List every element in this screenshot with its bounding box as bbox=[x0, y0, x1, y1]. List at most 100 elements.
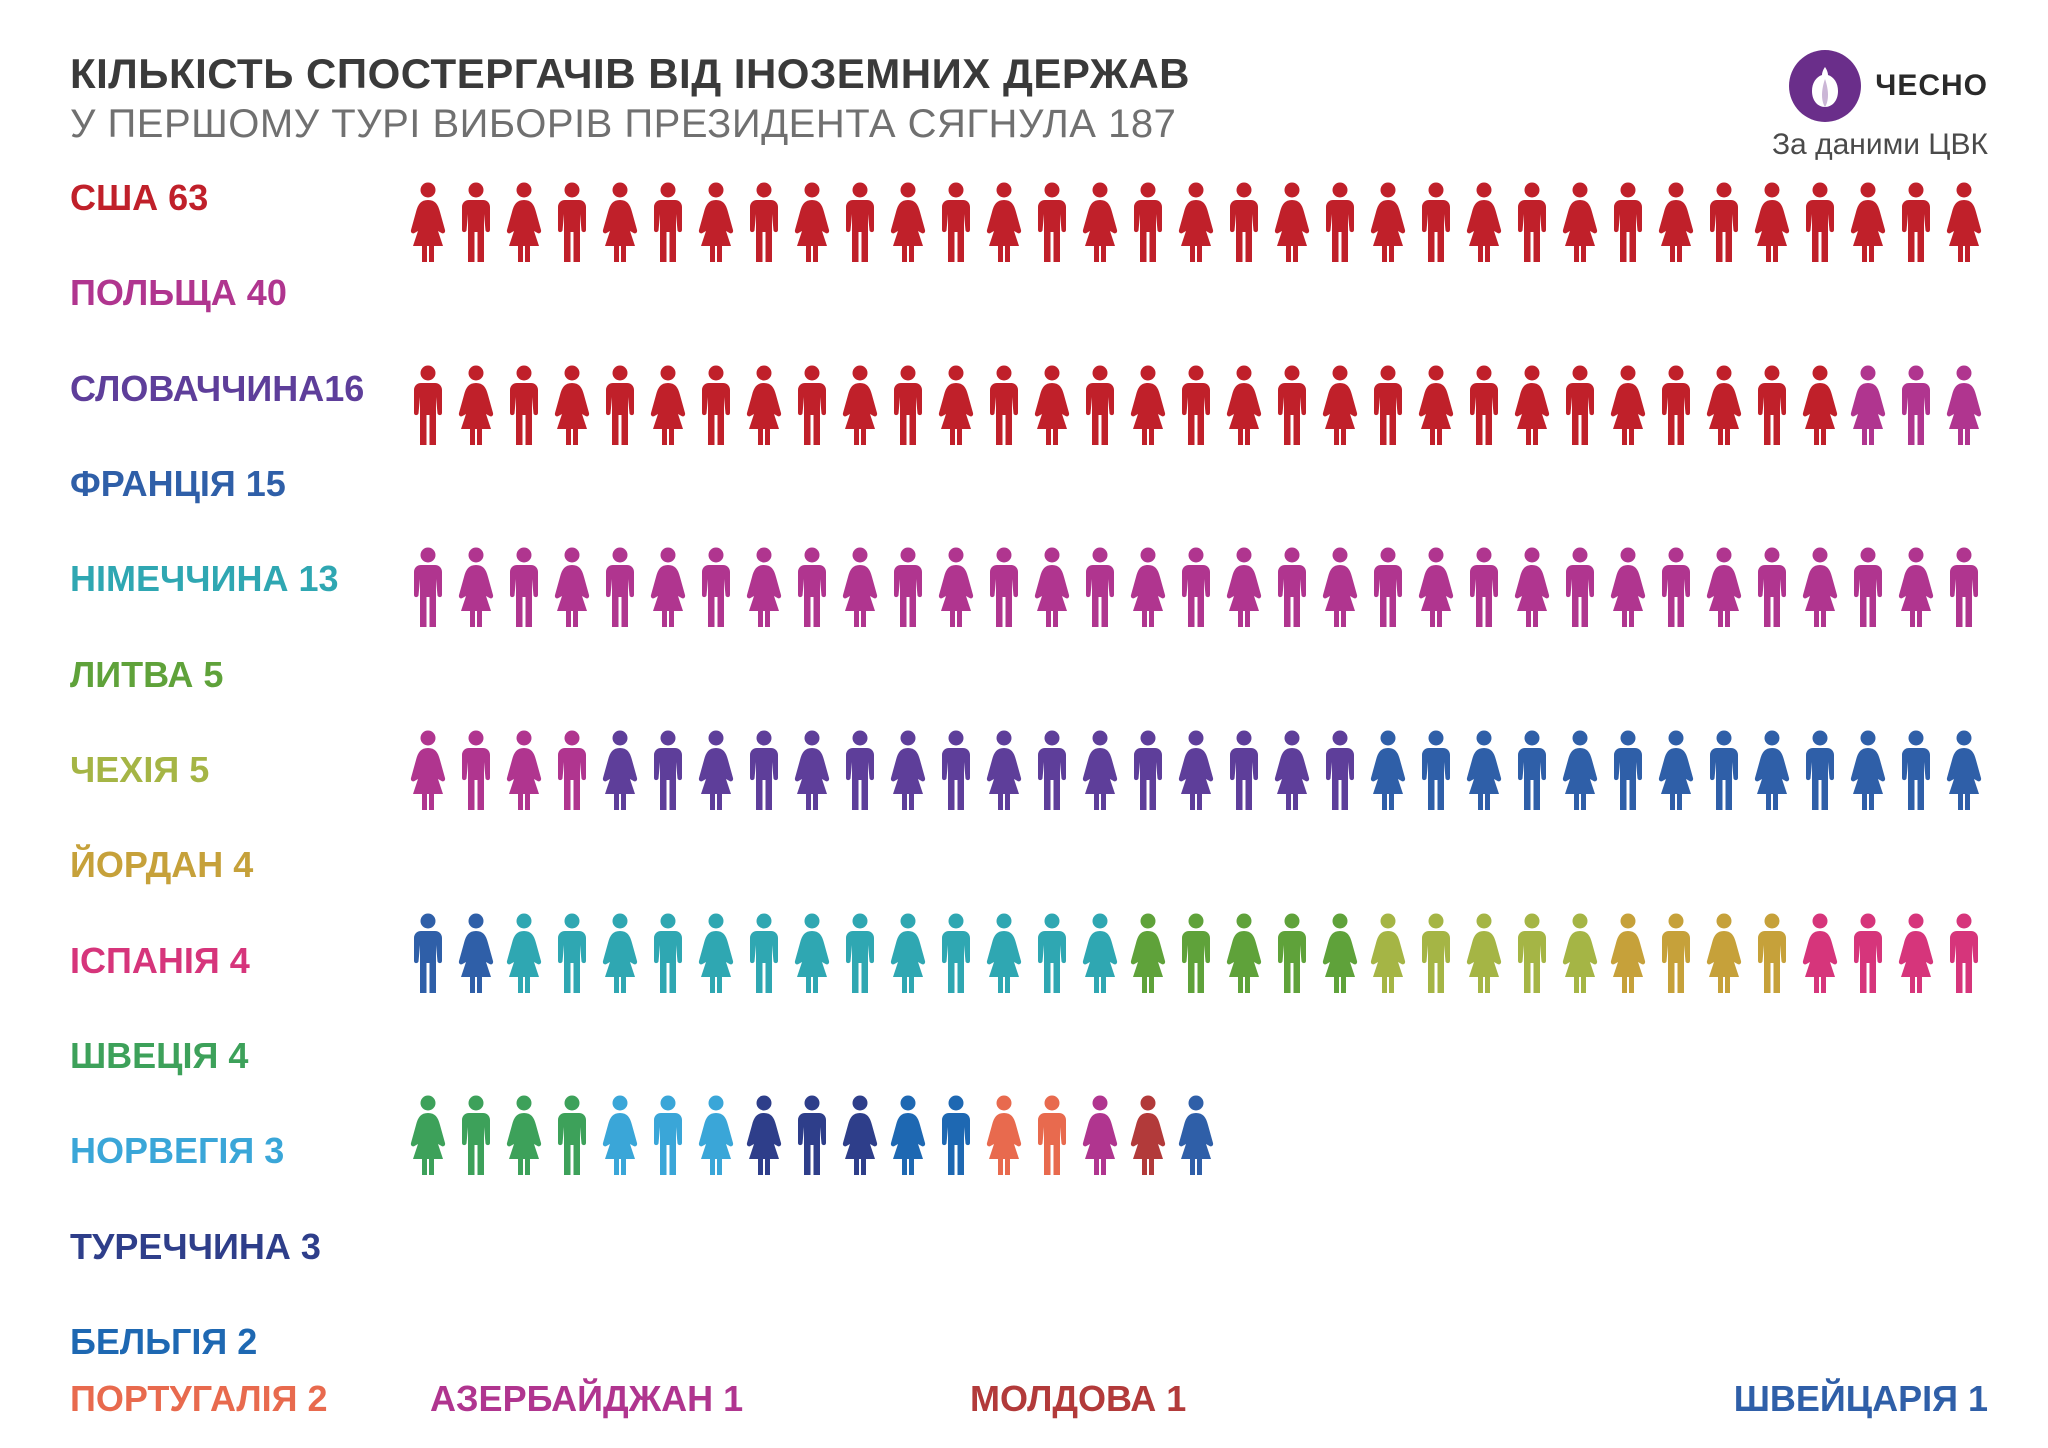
person-icon bbox=[596, 911, 644, 995]
person-icon bbox=[452, 728, 500, 812]
person-icon bbox=[1604, 545, 1652, 629]
person-icon bbox=[692, 1093, 740, 1177]
person-icon bbox=[1508, 728, 1556, 812]
person-icon bbox=[1172, 363, 1220, 447]
person-icon bbox=[1508, 545, 1556, 629]
country-label: ШВЕЦІЯ 4 bbox=[70, 1038, 364, 1074]
person-icon bbox=[1796, 363, 1844, 447]
person-icon bbox=[692, 363, 740, 447]
person-icon bbox=[500, 728, 548, 812]
garlic-logo-icon bbox=[1789, 50, 1861, 122]
person-icon bbox=[1460, 728, 1508, 812]
country-label: ФРАНЦІЯ 15 bbox=[70, 466, 364, 502]
person-icon bbox=[1268, 911, 1316, 995]
pictogram-column bbox=[404, 180, 1988, 1360]
person-icon bbox=[740, 545, 788, 629]
person-icon bbox=[404, 1093, 452, 1177]
person-icon bbox=[836, 728, 884, 812]
person-icon bbox=[1460, 363, 1508, 447]
person-icon bbox=[980, 911, 1028, 995]
person-icon bbox=[740, 728, 788, 812]
person-icon bbox=[980, 363, 1028, 447]
person-icon bbox=[692, 911, 740, 995]
person-icon bbox=[1652, 363, 1700, 447]
person-icon bbox=[1268, 545, 1316, 629]
person-icon bbox=[1124, 728, 1172, 812]
person-icon bbox=[548, 1093, 596, 1177]
pictogram-row bbox=[404, 180, 1988, 264]
pictogram-row bbox=[404, 728, 1988, 812]
person-icon bbox=[1652, 545, 1700, 629]
person-icon bbox=[1124, 911, 1172, 995]
person-icon bbox=[1076, 545, 1124, 629]
person-icon bbox=[1172, 911, 1220, 995]
person-icon bbox=[1220, 363, 1268, 447]
person-icon bbox=[692, 728, 740, 812]
person-icon bbox=[404, 363, 452, 447]
bottom-country-label: АЗЕРБАЙДЖАН 1 bbox=[430, 1378, 970, 1420]
person-icon bbox=[1172, 1093, 1220, 1177]
person-icon bbox=[1892, 545, 1940, 629]
person-icon bbox=[1268, 728, 1316, 812]
person-icon bbox=[788, 911, 836, 995]
person-icon bbox=[1844, 363, 1892, 447]
person-icon bbox=[836, 911, 884, 995]
person-icon bbox=[1796, 180, 1844, 264]
person-icon bbox=[1172, 728, 1220, 812]
person-icon bbox=[788, 180, 836, 264]
person-icon bbox=[1892, 180, 1940, 264]
person-icon bbox=[1172, 180, 1220, 264]
person-icon bbox=[1076, 728, 1124, 812]
person-icon bbox=[452, 1093, 500, 1177]
person-icon bbox=[692, 545, 740, 629]
person-icon bbox=[1796, 911, 1844, 995]
person-icon bbox=[1028, 911, 1076, 995]
person-icon bbox=[788, 1093, 836, 1177]
person-icon bbox=[1892, 363, 1940, 447]
person-icon bbox=[836, 363, 884, 447]
person-icon bbox=[1844, 180, 1892, 264]
person-icon bbox=[500, 545, 548, 629]
person-icon bbox=[1028, 180, 1076, 264]
person-icon bbox=[1748, 728, 1796, 812]
person-icon bbox=[1268, 180, 1316, 264]
person-icon bbox=[452, 363, 500, 447]
person-icon bbox=[1748, 545, 1796, 629]
person-icon bbox=[500, 363, 548, 447]
person-icon bbox=[1700, 728, 1748, 812]
person-icon bbox=[1940, 911, 1988, 995]
person-icon bbox=[1748, 911, 1796, 995]
person-icon bbox=[500, 1093, 548, 1177]
person-icon bbox=[788, 728, 836, 812]
country-label: ЛИТВА 5 bbox=[70, 657, 364, 693]
pictogram-row bbox=[404, 1093, 1988, 1177]
person-icon bbox=[932, 911, 980, 995]
person-icon bbox=[980, 1093, 1028, 1177]
person-icon bbox=[1556, 180, 1604, 264]
country-label: ЧЕХІЯ 5 bbox=[70, 752, 364, 788]
person-icon bbox=[1604, 180, 1652, 264]
person-icon bbox=[404, 911, 452, 995]
person-icon bbox=[548, 363, 596, 447]
person-icon bbox=[1316, 545, 1364, 629]
person-icon bbox=[404, 545, 452, 629]
bottom-countries-row: ПОРТУГАЛІЯ 2АЗЕРБАЙДЖАН 1МОЛДОВА 1ШВЕЙЦА… bbox=[70, 1378, 1988, 1420]
person-icon bbox=[980, 545, 1028, 629]
person-icon bbox=[932, 728, 980, 812]
person-icon bbox=[596, 1093, 644, 1177]
person-icon bbox=[740, 1093, 788, 1177]
person-icon bbox=[1412, 545, 1460, 629]
person-icon bbox=[548, 180, 596, 264]
person-icon bbox=[644, 911, 692, 995]
person-icon bbox=[1316, 911, 1364, 995]
person-icon bbox=[1412, 363, 1460, 447]
person-icon bbox=[1124, 363, 1172, 447]
person-icon bbox=[1700, 180, 1748, 264]
person-icon bbox=[1460, 545, 1508, 629]
bottom-country-label: МОЛДОВА 1 bbox=[970, 1378, 1480, 1420]
person-icon bbox=[1700, 363, 1748, 447]
person-icon bbox=[548, 728, 596, 812]
person-icon bbox=[1796, 545, 1844, 629]
person-icon bbox=[884, 1093, 932, 1177]
person-icon bbox=[1604, 728, 1652, 812]
